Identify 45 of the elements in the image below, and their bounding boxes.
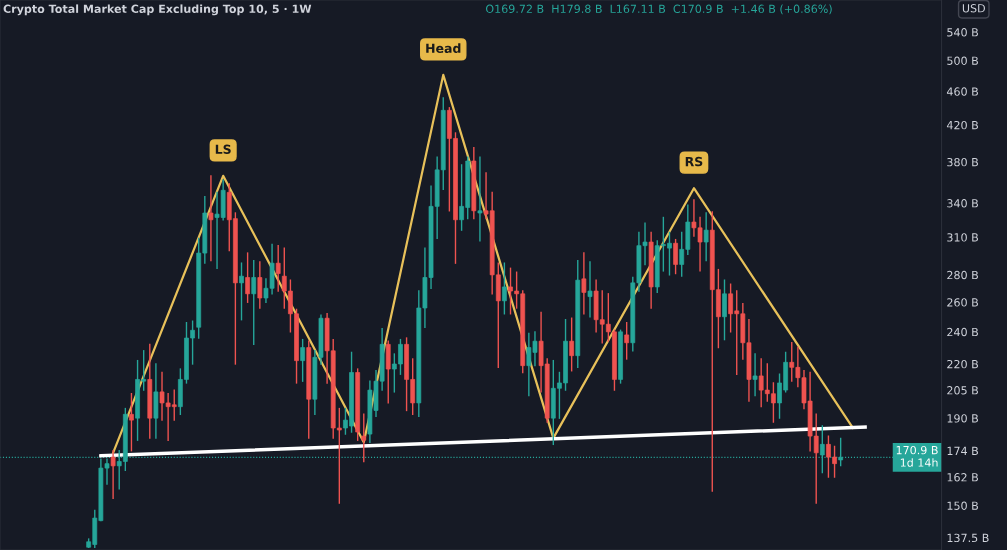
candlestick (245, 252, 250, 303)
y-tick-label: 260 B (947, 298, 978, 307)
candlestick (110, 449, 116, 499)
y-tick-label: 310 B (947, 233, 978, 242)
y-tick-label: 240 B (947, 327, 978, 337)
candlestick (300, 338, 306, 382)
candlestick (502, 262, 507, 315)
y-tick-label: 420 B (946, 120, 978, 130)
candlestick (569, 317, 575, 372)
ref-line-label: 170.9 B 1d 14h (896, 445, 938, 467)
y-tick-label: 500 B (947, 56, 978, 65)
candlestick (257, 261, 263, 309)
chart-subtitle: O169.72 B H179.8 B L167.11 B C170.9 B +1.46 B (+0.86%) (486, 4, 832, 15)
candlestick (477, 156, 483, 242)
y-tick-label: 190 B (947, 414, 978, 423)
chart-title: Crypto Total Market Cap Excluding Top 10, 5 · 1W (3, 4, 312, 16)
y-tick-label: 540 B (947, 28, 978, 37)
candlestick (581, 252, 587, 315)
candlestick (208, 175, 214, 262)
candlestick (275, 244, 281, 292)
candlestick (752, 353, 758, 397)
y-tick-label: 280 B (947, 270, 978, 280)
candlestick (361, 413, 367, 463)
candlestick (722, 279, 727, 341)
y-tick-label: 137.5 B (947, 533, 989, 543)
candlestick (703, 212, 709, 262)
y-tick-label: 205 B (947, 386, 978, 395)
annotation: RS (685, 156, 703, 167)
y-axis-title: USD (962, 4, 985, 13)
line-series (112, 73, 854, 454)
y-tick-label: 150 B (947, 501, 978, 510)
y-tick-label: 220 B (947, 359, 978, 369)
y-tick-label: 162 B (947, 473, 978, 482)
annotation: LS (215, 144, 231, 154)
candlestick (129, 393, 134, 452)
candlestick (673, 238, 678, 275)
y-tick-label: 174 B (947, 446, 978, 455)
y-tick-label: 340 B (947, 199, 978, 208)
candlestick (587, 261, 593, 318)
y-tick-label: 380 B (947, 157, 978, 167)
y-tick-label: 460 B (946, 87, 978, 96)
candlestick (239, 262, 244, 321)
candlestick (624, 322, 630, 360)
annotation: Head (426, 43, 461, 53)
candlestick (251, 259, 257, 346)
